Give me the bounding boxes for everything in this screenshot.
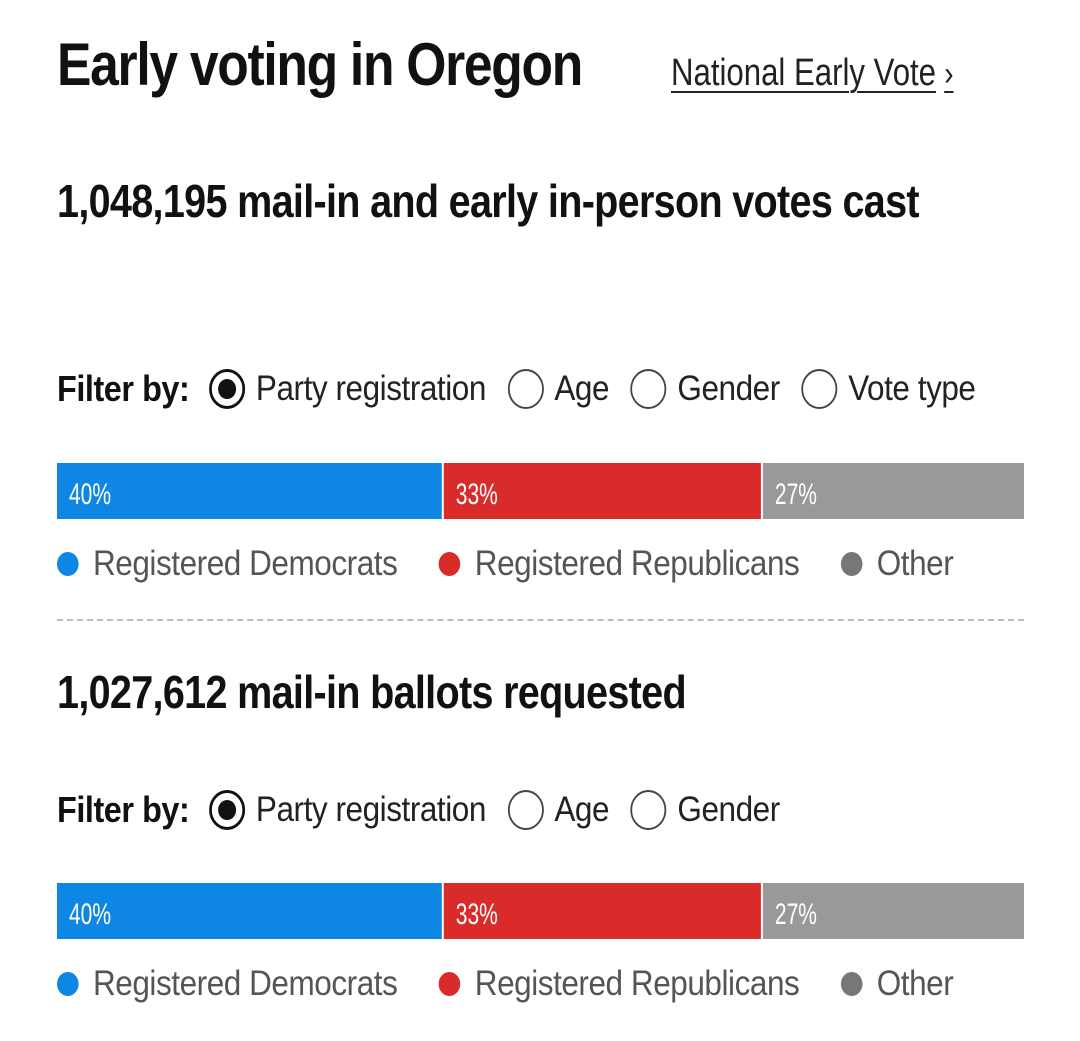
legend-item-democrats: Registered Democrats (57, 964, 398, 1004)
filter-option-label[interactable]: Vote type (848, 369, 976, 408)
filter-vote-type[interactable]: Vote type (801, 369, 976, 409)
legend-label: Registered Democrats (93, 964, 398, 1003)
votes-cast-headline-text: mail-in and early in-person votes cast (226, 175, 919, 227)
bar-segment-democrats (57, 883, 442, 939)
section-divider (57, 619, 1024, 621)
filter-option-label[interactable]: Gender (677, 369, 780, 408)
votes-cast-filter-row: Filter by: Party registration Age Gender… (57, 364, 997, 414)
votes-cast-headline: 1,048,195 mail-in and early in-person vo… (57, 167, 986, 235)
ballots-requested-filter-row: Filter by: Party registration Age Gender (57, 785, 801, 835)
national-early-vote-label[interactable]: National Early Vote (671, 52, 937, 94)
legend-dot-democrats (57, 972, 79, 996)
radio-unchecked-icon[interactable] (507, 369, 544, 409)
bar-label-republicans: 33% (456, 478, 498, 511)
radio-unchecked-icon[interactable] (630, 790, 667, 830)
legend-label: Registered Republicans (474, 544, 800, 583)
legend-dot-other (840, 552, 863, 576)
bar-label-other: 27% (775, 898, 817, 931)
bar-segment-democrats (57, 463, 442, 519)
votes-cast-section: 1,048,195 mail-in and early in-person vo… (57, 167, 1024, 607)
radio-unchecked-icon[interactable] (507, 790, 544, 830)
legend-item-republicans: Registered Republicans (438, 544, 800, 584)
bar-label-other: 27% (775, 478, 817, 511)
legend-item-other: Other (840, 544, 954, 584)
filter-option-label[interactable]: Party registration (255, 790, 486, 829)
filter-option-label[interactable]: Age (554, 790, 610, 829)
bar-segment-republicans (443, 463, 761, 519)
bar-label-democrats: 40% (69, 898, 111, 931)
page-header: Early voting in Oregon National Early Vo… (57, 30, 1016, 99)
ballots-requested-section: 1,027,612 mail-in ballots requested Filt… (57, 658, 1024, 1018)
filter-party-registration[interactable]: Party registration (209, 790, 486, 830)
legend-label: Registered Democrats (93, 544, 398, 583)
bar-segment-other (762, 463, 1024, 519)
filter-option-label[interactable]: Party registration (255, 369, 486, 408)
ballots-requested-headline-text: mail-in ballots requested (226, 666, 687, 718)
legend-item-republicans: Registered Republicans (438, 964, 800, 1004)
national-early-vote-link[interactable]: National Early Vote › (671, 52, 954, 95)
votes-cast-count: 1,048,195 (57, 175, 227, 227)
legend-label: Other (876, 544, 954, 583)
filter-option-label[interactable]: Gender (677, 790, 780, 829)
filter-age[interactable]: Age (507, 790, 610, 830)
filter-gender[interactable]: Gender (630, 790, 780, 830)
legend-label: Registered Republicans (474, 964, 800, 1003)
bar-segment-republicans (443, 883, 761, 939)
votes-cast-legend: Registered Democrats Registered Republic… (57, 542, 995, 586)
radio-checked-icon[interactable] (209, 369, 246, 409)
votes-cast-bar-chart: 40% 33% 27% (57, 463, 1024, 519)
chevron-right-icon[interactable]: › (944, 55, 954, 93)
legend-dot-democrats (57, 552, 79, 576)
filter-label: Filter by: (57, 368, 190, 409)
filter-gender[interactable]: Gender (630, 369, 780, 409)
radio-unchecked-icon[interactable] (630, 369, 667, 409)
bar-label-democrats: 40% (69, 478, 111, 511)
bar-segment-other (762, 883, 1024, 939)
ballots-requested-headline: 1,027,612 mail-in ballots requested (57, 658, 986, 726)
filter-party-registration[interactable]: Party registration (209, 369, 486, 409)
legend-label: Other (876, 964, 954, 1003)
bar-label-republicans: 33% (456, 898, 498, 931)
legend-dot-other (840, 972, 863, 996)
filter-age[interactable]: Age (507, 369, 610, 409)
filter-label: Filter by: (57, 789, 190, 830)
legend-dot-republicans (438, 552, 461, 576)
legend-item-other: Other (840, 964, 954, 1004)
page-title: Early voting in Oregon (57, 31, 583, 98)
radio-unchecked-icon[interactable] (801, 369, 838, 409)
ballots-requested-bar-chart: 40% 33% 27% (57, 883, 1024, 939)
ballots-requested-count: 1,027,612 (57, 666, 227, 718)
ballots-requested-legend: Registered Democrats Registered Republic… (57, 962, 995, 1006)
legend-dot-republicans (438, 972, 461, 996)
radio-checked-icon[interactable] (209, 790, 246, 830)
filter-option-label[interactable]: Age (554, 369, 610, 408)
legend-item-democrats: Registered Democrats (57, 544, 398, 584)
